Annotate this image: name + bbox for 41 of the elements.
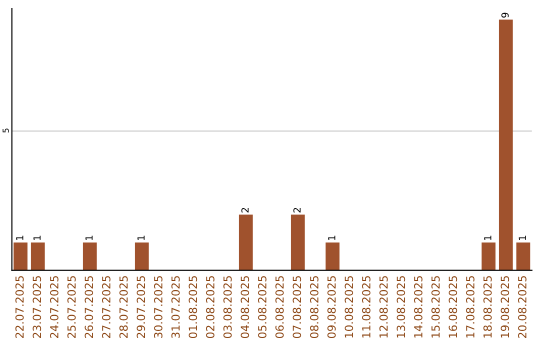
x-tick-label: 09.08.2025 (327, 276, 336, 338)
x-tick-label: 06.08.2025 (275, 276, 284, 338)
x-tick-label: 29.07.2025 (136, 276, 146, 338)
x-tick-label: 15.08.2025 (431, 276, 440, 338)
y-tick-label: 5 (2, 128, 9, 133)
x-tick-label: 26.07.2025 (84, 276, 94, 338)
x-tick-label: 08.08.2025 (310, 276, 318, 338)
x-tick-label: 31.07.2025 (171, 276, 180, 338)
x-tick-label: 01.08.2025 (188, 276, 198, 338)
data-label: 1 (33, 236, 41, 240)
x-tick-label: 27.07.2025 (102, 276, 110, 338)
x-tick-label: 28.07.2025 (119, 276, 128, 338)
data-label: 1 (518, 236, 526, 240)
x-tick-label: 17.08.2025 (466, 276, 474, 338)
x-tick-label: 13.08.2025 (396, 276, 406, 338)
x-tick-label: 23.07.2025 (32, 276, 42, 338)
x-tick-label: 11.08.2025 (362, 276, 370, 338)
data-label: 1 (328, 236, 336, 240)
x-tick-label: 20.08.2025 (518, 276, 526, 338)
x-tick-label: 04.08.2025 (240, 276, 250, 338)
x-tick-label: 05.08.2025 (258, 276, 266, 338)
x-tick-label: 03.08.2025 (223, 276, 232, 338)
data-label: 9 (501, 12, 509, 18)
x-tick-label: 10.08.2025 (344, 276, 354, 338)
data-label: 2 (293, 208, 301, 212)
data-label: 1 (16, 236, 24, 240)
x-tick-label: 25.07.2025 (67, 276, 76, 338)
x-tick-label: 24.07.2025 (50, 276, 58, 338)
x-tick-label: 07.08.2025 (292, 276, 302, 338)
x-tick-label: 16.08.2025 (448, 276, 458, 338)
x-tick-label: 18.08.2025 (483, 276, 492, 338)
x-tick-label: 12.08.2025 (379, 276, 388, 338)
data-label: 1 (484, 236, 492, 240)
data-label: 1 (85, 236, 93, 240)
x-tick-label: 30.07.2025 (154, 276, 162, 338)
data-label: 2 (241, 208, 249, 212)
x-tick-label: 19.08.2025 (500, 276, 510, 338)
x-tick-label: 22.07.2025 (15, 276, 24, 338)
x-tick-label: 14.08.2025 (414, 276, 422, 338)
x-tick-label: 02.08.2025 (206, 276, 214, 338)
data-label: 1 (137, 236, 145, 240)
